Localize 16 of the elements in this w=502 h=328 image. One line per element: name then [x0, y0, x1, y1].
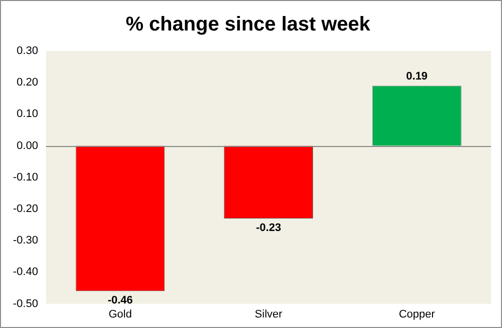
data-label: -0.46	[108, 294, 133, 307]
chart-title: % change since last week	[126, 14, 372, 36]
x-tick-label: Copper	[398, 308, 436, 320]
data-label: -0.23	[256, 222, 282, 234]
y-tick-label: -0.10	[12, 171, 38, 184]
y-tick-label: -0.40	[12, 266, 38, 278]
y-tick-label: -0.20	[12, 203, 38, 216]
y-tick-label: -0.30	[12, 234, 38, 247]
y-tick-label: 0.10	[16, 108, 38, 120]
y-tick-label: -0.50	[12, 298, 38, 310]
x-tick-label: Silver	[254, 308, 283, 320]
y-tick-label: 0.00	[16, 140, 38, 152]
y-tick-label: 0.20	[16, 76, 38, 89]
x-tick-label: Gold	[108, 308, 132, 320]
y-tick-label: 0.30	[16, 45, 38, 58]
data-label: 0.19	[406, 70, 428, 82]
